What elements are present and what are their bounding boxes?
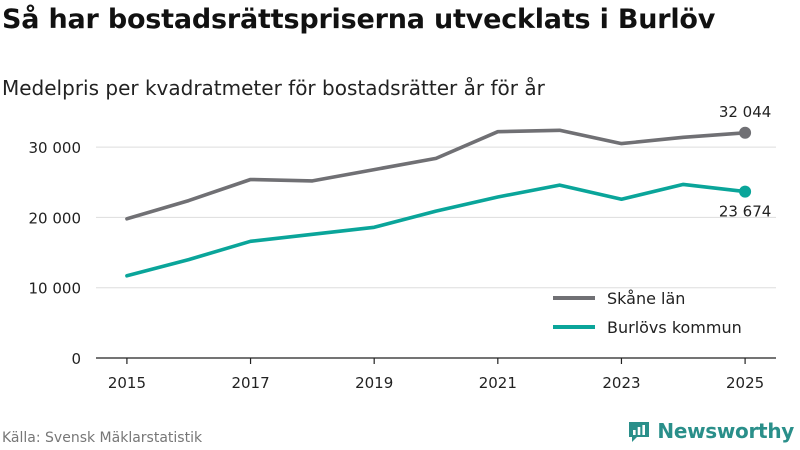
axis-layer — [96, 357, 776, 364]
label-layer: 0 10 000 20 000 30 000 2015 2017 2019 2021 2023 2… — [29, 103, 772, 392]
x-tick-label: 2023 — [602, 374, 640, 392]
source-note: Källa: Svensk Mäklarstatistik — [2, 430, 203, 446]
y-tick-label: 10 000 — [29, 280, 82, 298]
x-tick-label: 2019 — [355, 374, 393, 392]
series-line-skane — [125, 128, 747, 221]
series-layer — [125, 126, 752, 278]
grid-layer — [96, 146, 776, 289]
series-end-point — [739, 126, 752, 139]
x-tick-label: 2025 — [726, 374, 764, 392]
y-tick-label: 20 000 — [29, 209, 82, 227]
series-end-point — [739, 185, 752, 198]
y-tick-label: 0 — [71, 350, 81, 368]
page-subtitle: Medelpris per kvadratmeter för bostadsrä… — [2, 76, 545, 100]
x-tick-label: 2017 — [231, 374, 269, 392]
page-title: Så har bostadsrättspriserna utvecklats i… — [2, 4, 716, 35]
series-end-label: 32 044 — [719, 103, 772, 121]
series-line-burlov — [125, 182, 747, 278]
brand-logo[interactable]: Newsworthy — [627, 419, 794, 443]
newsworthy-logo-icon — [629, 422, 650, 442]
legend-label: Burlövs kommun — [607, 318, 742, 337]
y-tick-label: 30 000 — [29, 139, 82, 157]
legend-label: Skåne län — [607, 289, 685, 308]
legend: Skåne län Burlövs kommun — [553, 289, 742, 337]
series-end-label: 23 674 — [719, 203, 772, 221]
x-tick-label: 2021 — [479, 374, 517, 392]
x-tick-label: 2015 — [108, 374, 146, 392]
brand-name: Newsworthy — [657, 419, 794, 443]
